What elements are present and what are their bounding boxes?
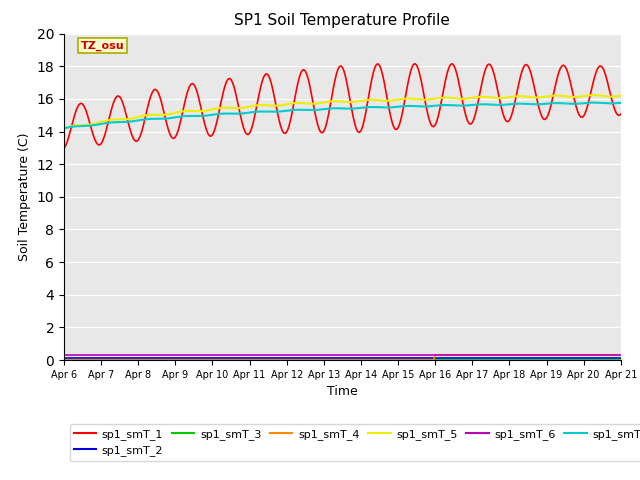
sp1_smT_5 bbox=[396, 96, 403, 102]
sp1_smT_7 bbox=[76, 123, 83, 129]
sp1_smT_1 bbox=[396, 121, 403, 127]
sp1_smT_1 bbox=[408, 64, 416, 70]
sp1_smT_7 bbox=[396, 104, 403, 109]
sp1_smT_1 bbox=[76, 101, 83, 107]
sp1_smT_1 bbox=[550, 88, 558, 94]
sp1_smT_4 bbox=[377, 357, 385, 363]
Line: sp1_smT_1: sp1_smT_1 bbox=[64, 64, 621, 148]
sp1_smT_6 bbox=[396, 352, 403, 358]
Line: sp1_smT_4: sp1_smT_4 bbox=[64, 355, 621, 360]
sp1_smT_2 bbox=[164, 355, 172, 360]
Title: SP1 Soil Temperature Profile: SP1 Soil Temperature Profile bbox=[234, 13, 451, 28]
Line: sp1_smT_5: sp1_smT_5 bbox=[64, 95, 621, 128]
sp1_smT_7 bbox=[591, 100, 598, 106]
sp1_smT_2 bbox=[617, 355, 625, 360]
X-axis label: Time: Time bbox=[327, 385, 358, 398]
sp1_smT_4 bbox=[76, 357, 83, 363]
sp1_smT_2 bbox=[549, 355, 557, 360]
sp1_smT_2 bbox=[408, 355, 416, 360]
sp1_smT_6 bbox=[549, 352, 557, 358]
sp1_smT_1 bbox=[412, 61, 419, 67]
sp1_smT_7 bbox=[617, 100, 625, 106]
sp1_smT_2 bbox=[396, 355, 403, 360]
sp1_smT_1 bbox=[617, 111, 625, 117]
sp1_smT_6 bbox=[76, 352, 83, 358]
sp1_smT_3 bbox=[396, 357, 403, 362]
sp1_smT_3 bbox=[617, 357, 625, 362]
sp1_smT_6 bbox=[408, 352, 416, 358]
sp1_smT_5 bbox=[60, 125, 68, 131]
sp1_smT_2 bbox=[76, 355, 83, 360]
sp1_smT_3 bbox=[377, 357, 385, 362]
sp1_smT_5 bbox=[377, 97, 385, 103]
sp1_smT_4 bbox=[617, 352, 625, 358]
sp1_smT_7 bbox=[377, 105, 385, 110]
sp1_smT_6 bbox=[60, 352, 68, 358]
sp1_smT_4 bbox=[408, 357, 416, 363]
sp1_smT_7 bbox=[549, 100, 557, 106]
sp1_smT_1 bbox=[60, 145, 68, 151]
sp1_smT_5 bbox=[549, 93, 557, 98]
sp1_smT_3 bbox=[549, 357, 557, 362]
sp1_smT_6 bbox=[617, 352, 625, 358]
sp1_smT_2 bbox=[377, 355, 385, 360]
Text: TZ_osu: TZ_osu bbox=[81, 40, 124, 50]
sp1_smT_3 bbox=[76, 357, 83, 362]
sp1_smT_7 bbox=[60, 125, 68, 131]
sp1_smT_5 bbox=[617, 93, 625, 98]
sp1_smT_3 bbox=[164, 357, 172, 362]
sp1_smT_1 bbox=[164, 124, 172, 130]
sp1_smT_7 bbox=[164, 116, 172, 121]
sp1_smT_4 bbox=[431, 352, 439, 358]
sp1_smT_6 bbox=[377, 352, 385, 358]
Line: sp1_smT_7: sp1_smT_7 bbox=[64, 103, 621, 128]
sp1_smT_4 bbox=[60, 357, 68, 363]
sp1_smT_4 bbox=[550, 352, 558, 358]
sp1_smT_3 bbox=[408, 357, 416, 362]
sp1_smT_2 bbox=[60, 355, 68, 360]
sp1_smT_5 bbox=[164, 111, 172, 117]
sp1_smT_7 bbox=[408, 103, 416, 109]
sp1_smT_4 bbox=[164, 357, 172, 363]
sp1_smT_6 bbox=[164, 352, 172, 358]
Legend: sp1_smT_1, sp1_smT_2, sp1_smT_3, sp1_smT_4, sp1_smT_5, sp1_smT_6, sp1_smT_7: sp1_smT_1, sp1_smT_2, sp1_smT_3, sp1_smT… bbox=[70, 424, 640, 461]
Y-axis label: Soil Temperature (C): Soil Temperature (C) bbox=[18, 132, 31, 261]
sp1_smT_5 bbox=[76, 122, 83, 128]
sp1_smT_4 bbox=[396, 357, 403, 363]
sp1_smT_5 bbox=[408, 96, 416, 102]
sp1_smT_5 bbox=[589, 92, 596, 98]
sp1_smT_1 bbox=[377, 66, 385, 72]
sp1_smT_3 bbox=[60, 357, 68, 362]
